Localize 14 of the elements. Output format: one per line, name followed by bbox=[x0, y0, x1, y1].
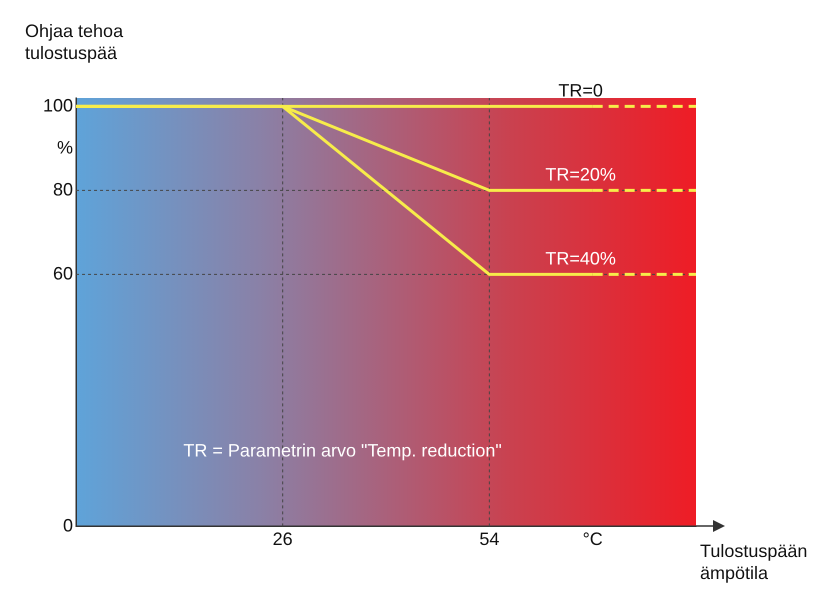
y-tick-label: 80 bbox=[53, 179, 74, 200]
series-label: TR=20% bbox=[545, 164, 616, 184]
annotation: TR = Parametrin arvo "Temp. reduction" bbox=[183, 440, 502, 460]
x-tick-label: 54 bbox=[479, 529, 500, 550]
x-tick-label: 26 bbox=[272, 529, 293, 550]
y-tick-label: 0 bbox=[63, 515, 74, 536]
series-label: TR=40% bbox=[545, 248, 616, 268]
y-axis-title: Ohjaa tehoa tulostuspää bbox=[25, 20, 124, 64]
x-tick-label: °C bbox=[582, 529, 603, 550]
x-axis-title: Tulostuspään ämpötila bbox=[700, 540, 808, 584]
y-tick-label: 100 bbox=[42, 95, 74, 116]
y-tick-label: % bbox=[57, 137, 74, 158]
y-tick-label: 60 bbox=[53, 263, 74, 284]
series-label: TR=0 bbox=[558, 80, 603, 100]
